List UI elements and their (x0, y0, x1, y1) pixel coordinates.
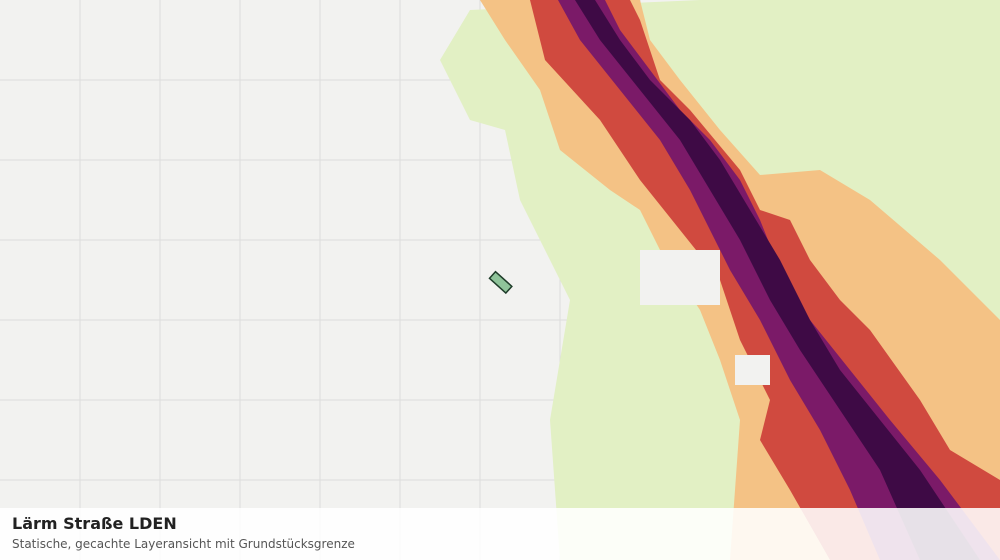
gap (640, 250, 720, 305)
gap (735, 355, 770, 385)
parcel-boundary (488, 270, 513, 295)
map-subtitle: Statische, gecachte Layeransicht mit Gru… (12, 537, 355, 551)
caption-bar: Lärm Straße LDEN Statische, gecachte Lay… (0, 508, 1000, 560)
noise-zone-extreme (575, 0, 980, 560)
map-title: Lärm Straße LDEN (12, 514, 177, 533)
